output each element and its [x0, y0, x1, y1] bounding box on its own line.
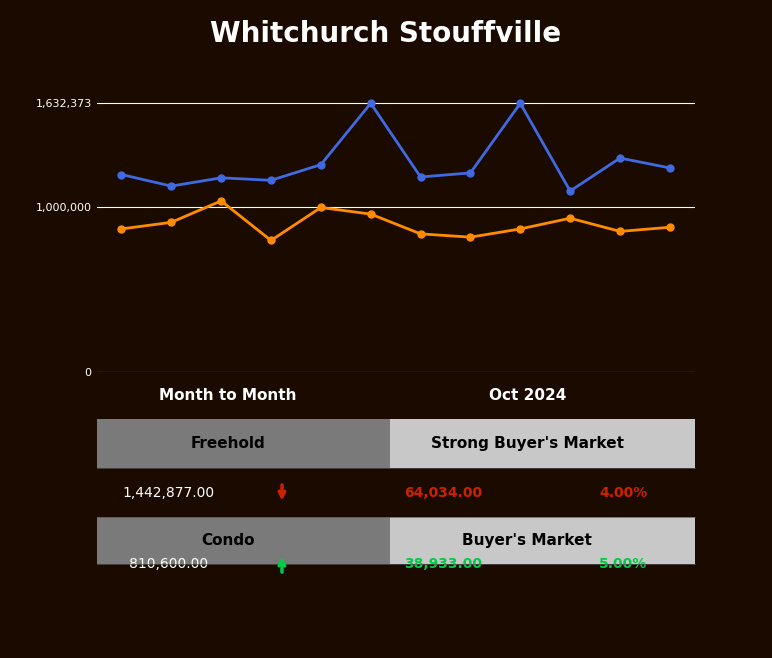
FancyBboxPatch shape: [96, 468, 695, 517]
Text: Whitchurch Stouffville: Whitchurch Stouffville: [211, 20, 561, 48]
Text: Freehold: Freehold: [191, 436, 266, 451]
Legend: Freehold, Condo: Freehold, Condo: [286, 422, 506, 447]
Text: 4.00%: 4.00%: [599, 486, 647, 500]
FancyBboxPatch shape: [390, 419, 695, 468]
FancyBboxPatch shape: [390, 517, 695, 565]
FancyBboxPatch shape: [96, 565, 695, 586]
Text: 1,442,877.00: 1,442,877.00: [122, 486, 215, 500]
Text: Condo: Condo: [201, 534, 255, 548]
Text: Month to Month: Month to Month: [159, 388, 297, 403]
Text: 810,600.00: 810,600.00: [129, 557, 208, 571]
Text: 5.00%: 5.00%: [599, 557, 647, 571]
Text: 38,933.00: 38,933.00: [405, 557, 482, 571]
Text: Oct 2024: Oct 2024: [489, 388, 566, 403]
FancyBboxPatch shape: [96, 419, 390, 468]
Text: Strong Buyer's Market: Strong Buyer's Market: [431, 436, 624, 451]
Text: 64,034.00: 64,034.00: [405, 486, 482, 500]
Text: Buyer's Market: Buyer's Market: [462, 534, 592, 548]
FancyBboxPatch shape: [96, 372, 695, 419]
FancyBboxPatch shape: [96, 517, 390, 565]
